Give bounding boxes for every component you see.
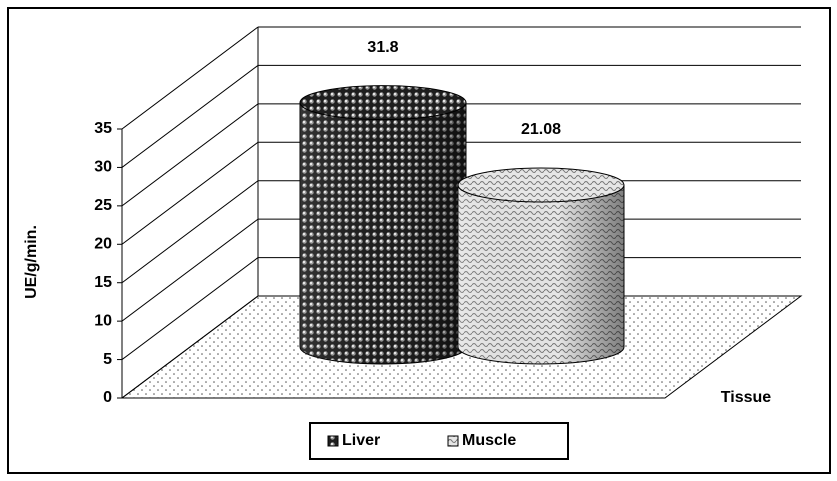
y-tick-label: 10 [94, 312, 112, 329]
grid-line [121, 65, 259, 168]
grid-line [121, 180, 259, 284]
y-tick-label: 30 [94, 159, 112, 176]
cylinder-top [299, 85, 467, 121]
y-tick-label: 0 [103, 389, 112, 406]
y-axis-label: UE/g/min. [23, 225, 40, 299]
grid-line [121, 218, 259, 322]
legend-label: Muscle [462, 432, 516, 449]
legend-box [309, 422, 569, 460]
legend-swatch [327, 435, 339, 447]
y-tick-label: 35 [94, 120, 112, 137]
data-label: 21.08 [521, 121, 561, 138]
grid-line [121, 103, 259, 207]
cylinder-top [457, 167, 625, 203]
legend-label: Liver [342, 432, 380, 449]
grid-line [121, 257, 259, 360]
data-label: 31.8 [367, 39, 398, 56]
y-tick-label: 20 [94, 236, 112, 253]
grid-line [121, 141, 259, 245]
cylinder-shade [300, 102, 466, 364]
x-axis-label: Tissue [721, 389, 772, 406]
grid-line [121, 295, 259, 399]
grid-line [121, 26, 259, 130]
y-tick-label: 25 [94, 197, 112, 214]
legend-swatch [447, 435, 459, 447]
y-tick-label: 5 [103, 351, 112, 368]
cylinder-shade [458, 184, 624, 364]
y-tick-label: 15 [94, 274, 112, 291]
